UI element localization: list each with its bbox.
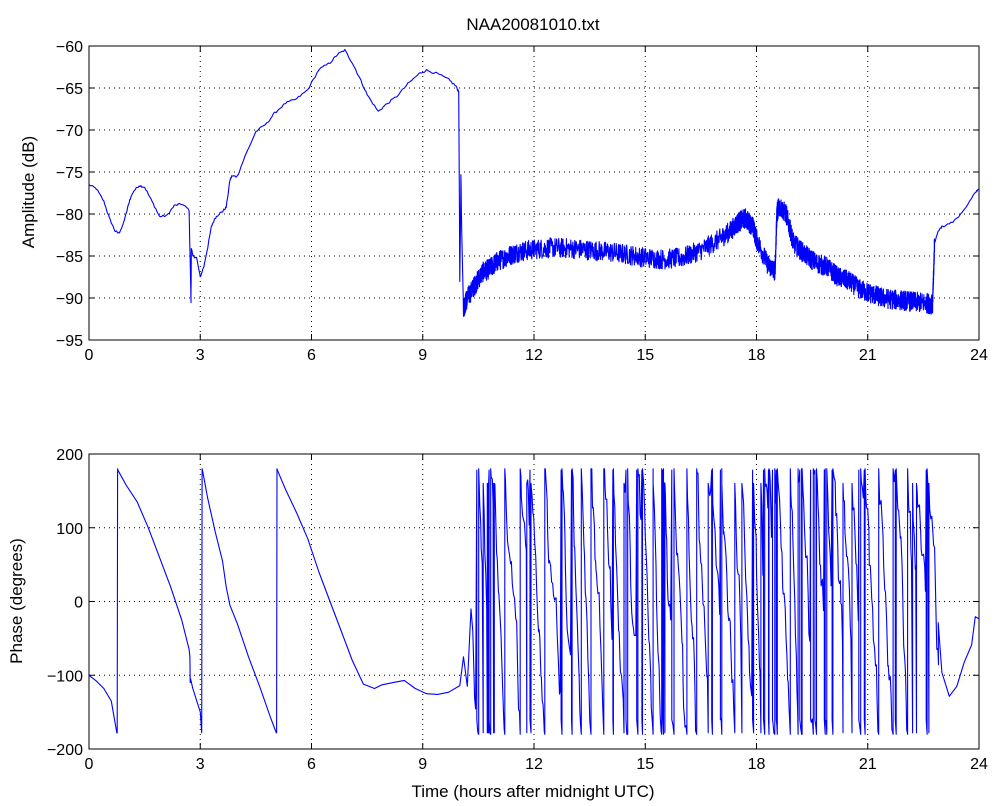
amplitude-x-tick-label: 21 xyxy=(859,347,877,364)
amplitude-x-tick-label: 24 xyxy=(970,347,988,364)
amplitude-y-tick-label: −75 xyxy=(56,165,83,182)
time-x-axis-label: Time (hours after midnight UTC) xyxy=(411,782,654,801)
amplitude-series-line xyxy=(88,48,980,317)
phase-y-axis-label: Phase (degrees) xyxy=(7,538,26,664)
amplitude-x-tick-label: 9 xyxy=(418,347,427,364)
phase-x-tick-label: 18 xyxy=(748,756,766,773)
phase-y-tick-label: 0 xyxy=(74,595,83,612)
phase-y-tick-label: 100 xyxy=(56,521,83,538)
phase-series-line xyxy=(88,468,980,735)
amplitude-y-tick-label: −70 xyxy=(56,123,83,140)
amplitude-axes: 0 3 6 9 12 15 18 21 24 −95 −90 −85 −80 −75 −70 −65 −60 xyxy=(56,39,988,364)
phase-y-tick-label: −100 xyxy=(47,668,83,685)
phase-x-tick-label: 3 xyxy=(196,756,205,773)
amplitude-x-tick-label: 0 xyxy=(85,347,94,364)
phase-x-tick-label: 24 xyxy=(970,756,988,773)
phase-x-tick-label: 12 xyxy=(525,756,543,773)
phase-x-tick-label: 0 xyxy=(85,756,94,773)
amplitude-y-axis-label: Amplitude (dB) xyxy=(19,136,38,248)
phase-x-tick-label: 9 xyxy=(418,756,427,773)
amplitude-y-tick-label: −95 xyxy=(56,333,83,350)
phase-x-tick-label: 6 xyxy=(307,756,316,773)
amplitude-x-tick-label: 15 xyxy=(636,347,654,364)
phase-y-tick-label: 200 xyxy=(56,447,83,464)
amplitude-x-tick-label: 3 xyxy=(196,347,205,364)
phase-x-tick-label: 15 xyxy=(636,756,654,773)
phase-y-tick-label: −200 xyxy=(47,742,83,759)
amplitude-y-tick-label: −85 xyxy=(56,249,83,266)
chart-title: NAA20081010.txt xyxy=(466,15,600,34)
phase-axes: 0 3 6 9 12 15 18 21 24 −200 −100 0 100 200 xyxy=(47,447,988,773)
amplitude-plot-area xyxy=(88,45,980,341)
amplitude-y-tick-label: −90 xyxy=(56,291,83,308)
amplitude-x-tick-label: 6 xyxy=(307,347,316,364)
amplitude-y-tick-label: −65 xyxy=(56,81,83,98)
amplitude-y-tick-label: −60 xyxy=(56,39,83,56)
amplitude-x-tick-label: 12 xyxy=(525,347,543,364)
amplitude-y-tick-label: −80 xyxy=(56,207,83,224)
phase-x-tick-label: 21 xyxy=(859,756,877,773)
amplitude-x-tick-label: 18 xyxy=(748,347,766,364)
